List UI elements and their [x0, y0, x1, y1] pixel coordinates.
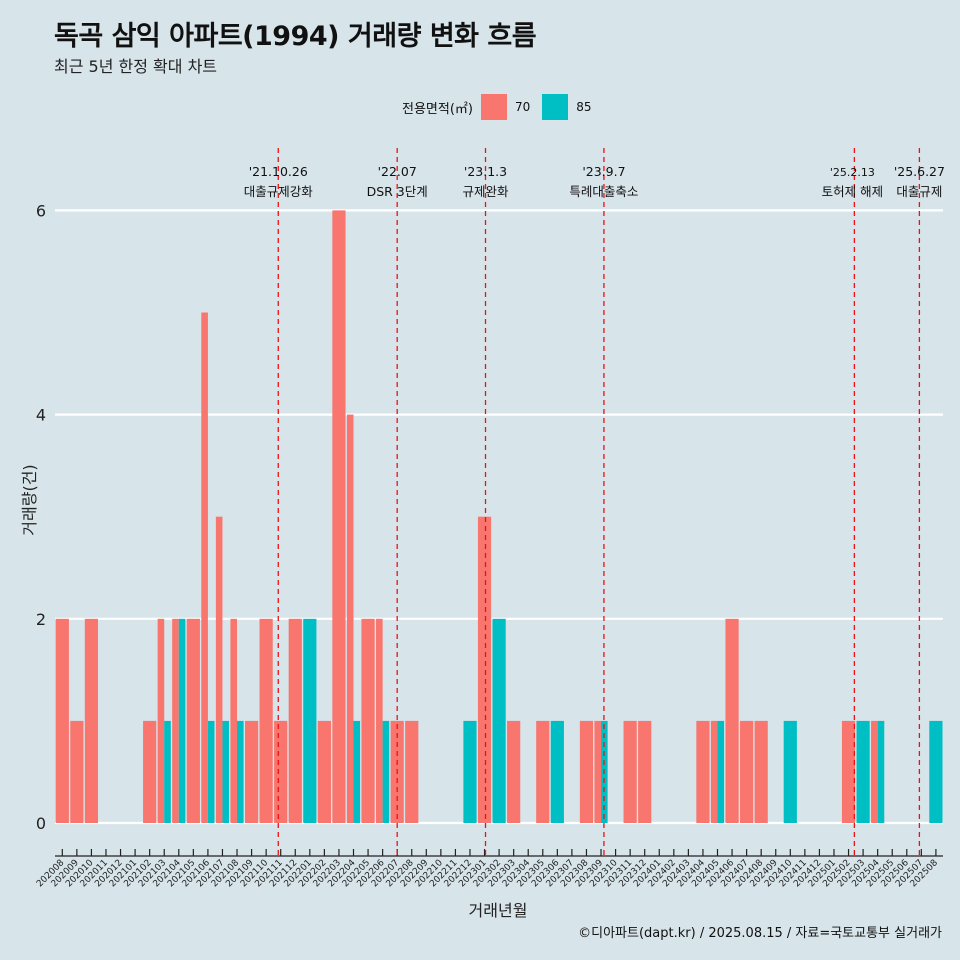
bar-85-202201	[303, 618, 317, 823]
bar-70-202104	[172, 618, 179, 823]
bar-85-202206	[382, 720, 390, 823]
bar-70-202107	[215, 516, 223, 823]
bar-70-202504	[871, 720, 878, 823]
event-label: DSR 3단계	[367, 184, 428, 199]
bar-70-202009	[70, 720, 84, 823]
bar-70-202404	[696, 720, 710, 823]
bar-70-202204	[346, 414, 354, 823]
bar-85-202410	[783, 720, 797, 823]
chart-subtitle: 최근 5년 한정 확대 차트	[54, 57, 218, 76]
bar-85-202107	[222, 720, 230, 823]
bar-70-202301	[477, 516, 492, 823]
bar-85-202405	[717, 720, 725, 823]
event-date: '23.1.3	[464, 164, 507, 179]
bar-70-202205	[361, 618, 375, 823]
bar-85-202508	[929, 720, 943, 823]
y-tick-label: 6	[36, 201, 46, 220]
bar-85-202306	[550, 720, 564, 823]
bar-70-202502	[841, 720, 856, 823]
bar-70-202308	[579, 720, 594, 823]
event-label: 대출규제강화	[244, 184, 314, 199]
bar-85-202212	[463, 720, 477, 823]
bar-85-202103	[164, 720, 171, 823]
legend-title: 전용면적(㎡)	[402, 101, 473, 117]
event-date: '25.6.27	[894, 164, 945, 179]
event-label: 토허제 해제	[822, 184, 883, 199]
bar-70-202105	[186, 618, 200, 823]
bar-70-202111	[274, 720, 288, 823]
legend-swatch-85	[542, 94, 569, 120]
bar-70-202305	[536, 720, 550, 823]
bar-70-202309	[594, 720, 602, 823]
bar-70-202303	[507, 720, 521, 823]
bar-85-202302	[492, 618, 506, 823]
legend-label-85: 85	[576, 100, 592, 114]
y-tick-label: 0	[36, 814, 46, 833]
chart-title: 독곡 삼익 아파트(1994) 거래량 변화 흐름	[54, 21, 537, 52]
bar-70-202106	[201, 312, 208, 823]
bar-70-202103	[157, 618, 165, 823]
y-axis-title: 거래량(건)	[20, 464, 39, 536]
bar-70-202202	[317, 720, 331, 823]
bar-70-202406	[725, 618, 739, 823]
bar-85-202106	[207, 720, 215, 823]
bar-70-202110	[259, 618, 273, 823]
bar-70-202108	[230, 618, 238, 823]
bar-70-202312	[638, 720, 652, 823]
y-tick-label: 4	[36, 406, 46, 425]
bar-70-202408	[754, 720, 768, 823]
bar-85-202503	[856, 720, 870, 823]
x-axis-title: 거래년월	[468, 901, 528, 920]
event-date: '22.07	[378, 164, 417, 179]
bar-70-202010	[84, 618, 99, 823]
bar-85-202204	[353, 720, 361, 823]
y-tick-label: 2	[36, 610, 46, 629]
bar-85-202504	[877, 720, 885, 823]
bar-85-202108	[237, 720, 244, 823]
event-label: 특례대출축소	[569, 184, 638, 199]
bar-70-202405	[710, 720, 718, 823]
event-date: '21.10.26	[249, 164, 308, 179]
legend-label-70: 70	[514, 100, 531, 114]
bar-70-202206	[376, 618, 383, 823]
event-date: '23.9.7	[582, 164, 625, 179]
legend-swatch-70	[480, 94, 507, 120]
bar-70-202311	[623, 720, 637, 823]
event-label: 규제완화	[463, 184, 510, 199]
bar-70-202008	[55, 618, 69, 823]
bar-70-202109	[244, 720, 259, 823]
bar-85-202104	[178, 618, 186, 823]
bar-70-202407	[740, 720, 754, 823]
legend: 전용면적(㎡) 70 85	[402, 93, 596, 121]
event-date: '25.2.13	[830, 166, 875, 179]
source-caption: ©디아파트(dapt.kr) / 2025.08.15 / 자료=국토교통부 실…	[578, 926, 942, 941]
bar-70-202203	[332, 210, 346, 823]
bar-70-202102	[143, 720, 157, 823]
bar-70-202208	[405, 720, 419, 823]
bar-70-202112	[288, 618, 302, 823]
event-label: 대출규제	[896, 184, 942, 199]
